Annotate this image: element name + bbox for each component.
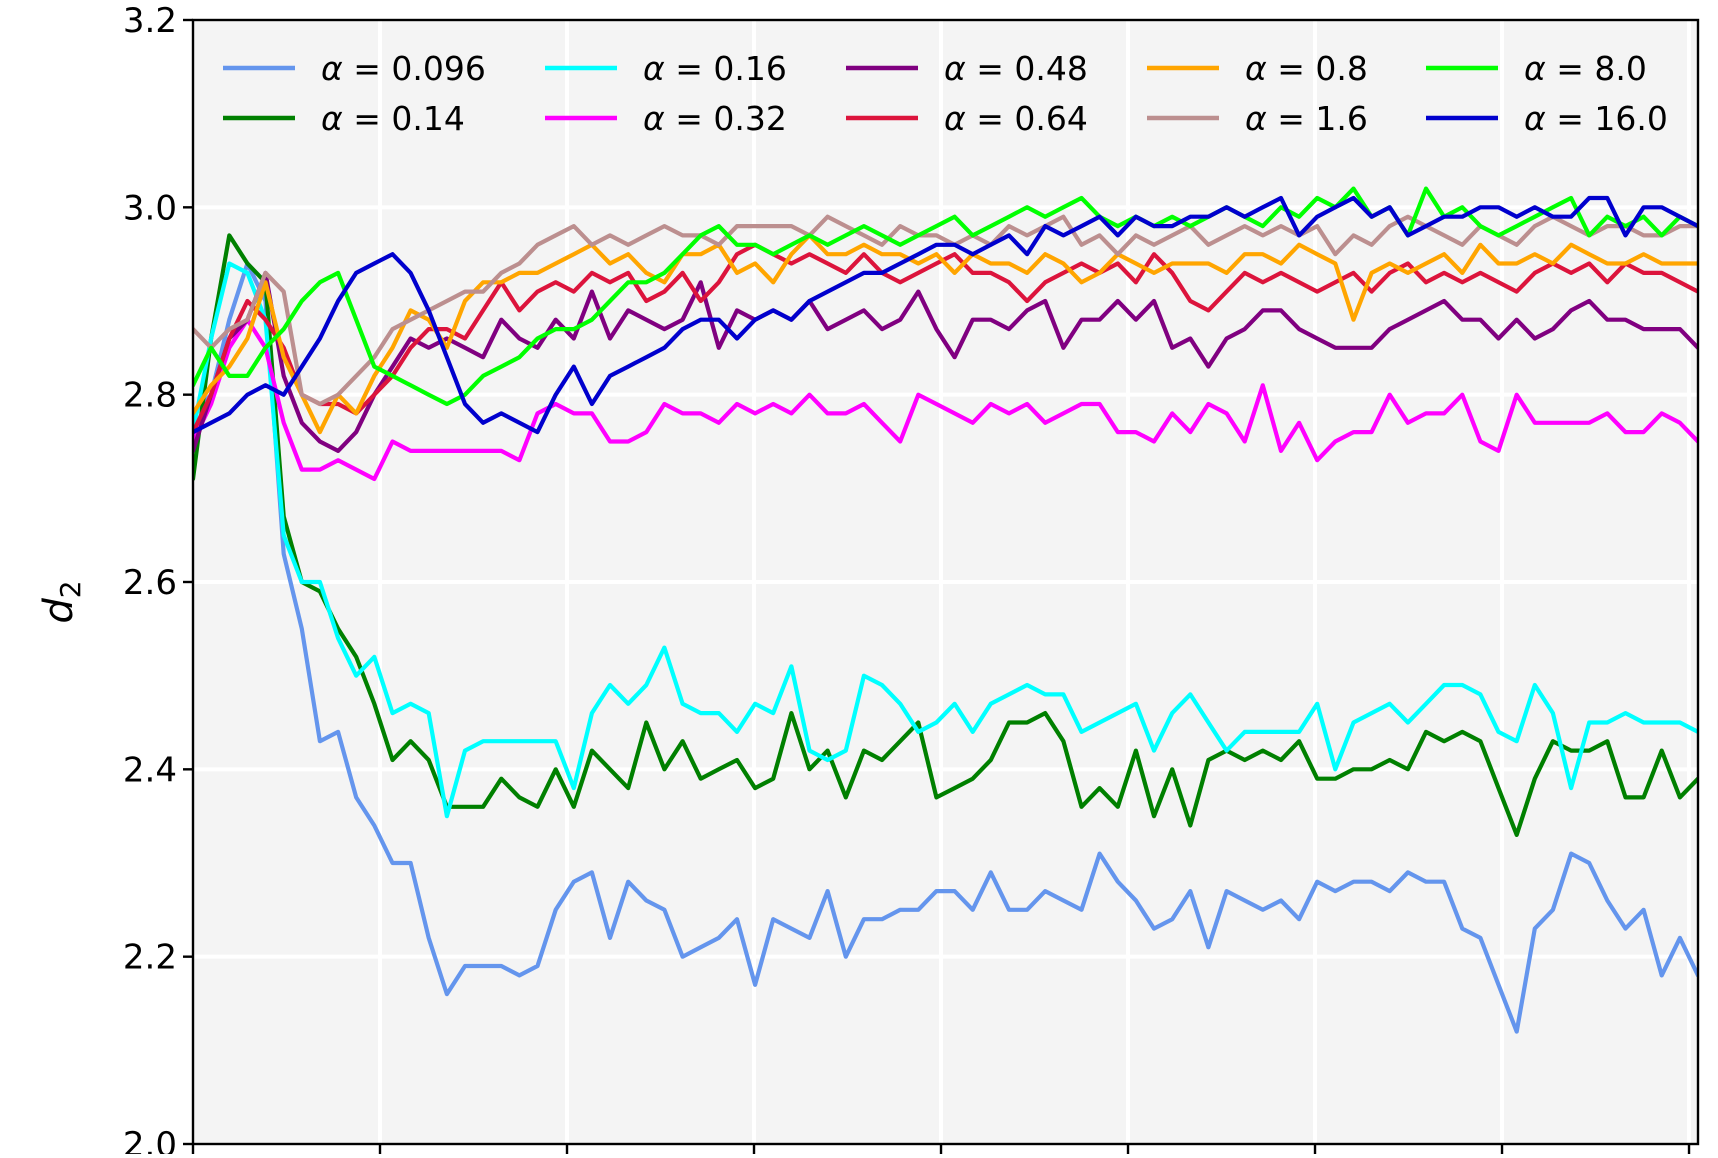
y-tick-label: 2.0 <box>123 1125 177 1154</box>
series-line <box>193 261 1698 1034</box>
y-tick-labels: 2.0 2.2 2.4 2.6 2.8 3.0 3.2 <box>123 1 177 1158</box>
y-tick-label: 2.8 <box>123 376 177 416</box>
legend-entry: α = 0.096 <box>223 49 486 88</box>
series-line <box>193 214 1698 407</box>
grid-lines <box>193 20 1698 1144</box>
legend: α = 0.096 α = 0.14 α = 0.16 α = 0.32 α = 0.4… <box>223 49 1668 138</box>
legend-label: α = 0.096 <box>321 49 486 88</box>
legend-entry: α = 0.64 <box>846 99 1088 138</box>
y-tick-label: 2.6 <box>123 563 177 603</box>
legend-label: α = 16.0 <box>1524 99 1668 138</box>
series-line <box>193 195 1698 435</box>
legend-entry: α = 8.0 <box>1426 49 1647 88</box>
axes <box>183 18 1700 1154</box>
y-tick-label: 2.2 <box>123 938 177 978</box>
y-tick-label: 3.0 <box>123 188 177 228</box>
legend-label: α = 0.14 <box>321 99 465 138</box>
series-line <box>193 261 1698 819</box>
y-tick-label: 3.2 <box>123 1 177 41</box>
legend-entry: α = 16.0 <box>1426 99 1668 138</box>
legend-entry: α = 0.32 <box>545 99 787 138</box>
series-line <box>193 242 1698 435</box>
legend-label: α = 0.32 <box>643 99 787 138</box>
legend-label: α = 8.0 <box>1524 49 1647 88</box>
series-lines <box>193 186 1698 1034</box>
y-axis-label-subscript: 2 <box>54 580 87 598</box>
legend-label: α = 1.6 <box>1245 99 1368 138</box>
legend-entry: α = 0.14 <box>223 99 465 138</box>
legend-entry: α = 0.8 <box>1147 49 1368 88</box>
series-line <box>193 317 1698 482</box>
legend-label: α = 0.16 <box>643 49 787 88</box>
legend-entry: α = 1.6 <box>1147 99 1368 138</box>
y-axis-label: d2 <box>36 580 87 623</box>
legend-label: α = 0.8 <box>1245 49 1368 88</box>
y-tick-label: 2.4 <box>123 750 177 790</box>
legend-entry: α = 0.16 <box>545 49 787 88</box>
y-axis-label-main: d <box>36 598 82 624</box>
series-line <box>193 233 1698 435</box>
legend-label: α = 0.64 <box>944 99 1088 138</box>
legend-label: α = 0.48 <box>944 49 1088 88</box>
legend-entry: α = 0.48 <box>846 49 1088 88</box>
